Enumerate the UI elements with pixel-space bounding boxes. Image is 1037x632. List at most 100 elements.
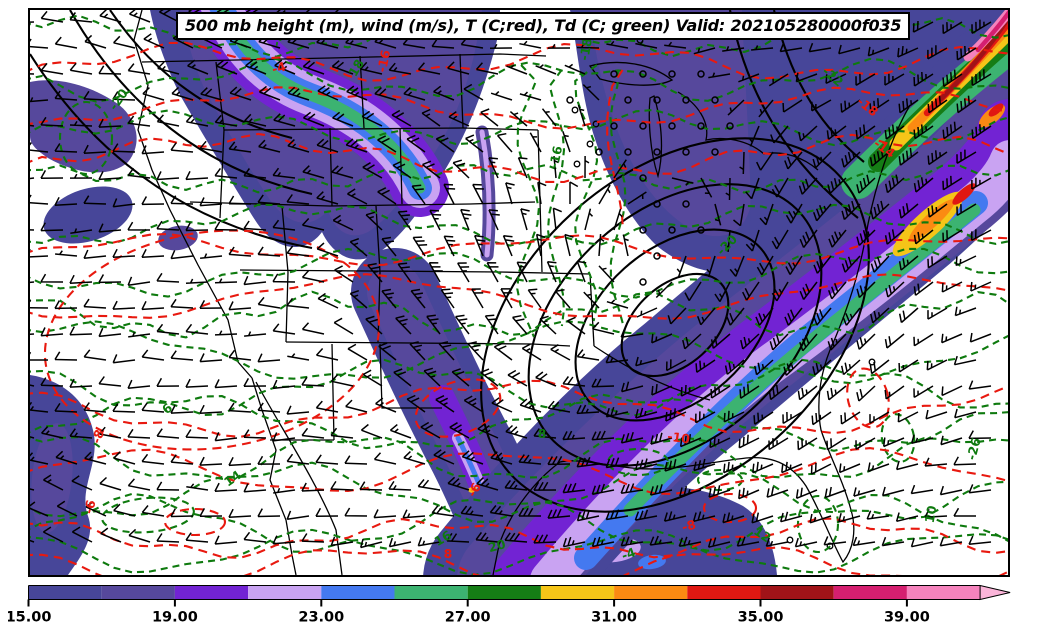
wind-barb bbox=[127, 167, 151, 179]
wind-barb bbox=[214, 432, 238, 442]
wind-barb bbox=[649, 484, 673, 496]
wind-barb bbox=[392, 160, 412, 179]
wind-barb bbox=[272, 323, 296, 335]
wind-barb bbox=[406, 134, 426, 153]
dewpoint-contour bbox=[696, 468, 744, 492]
height-contour bbox=[69, 10, 313, 196]
wind-barb bbox=[112, 403, 136, 413]
wind-barb bbox=[333, 317, 354, 335]
wind-barb bbox=[562, 430, 586, 441]
wind-barb bbox=[533, 534, 557, 544]
temperature-contour-layer bbox=[30, 41, 1008, 575]
wind-barb bbox=[827, 333, 847, 351]
wind-barb bbox=[214, 379, 238, 389]
wind-barb bbox=[924, 508, 948, 519]
wind-speed-fill bbox=[470, 488, 476, 492]
wind-barb bbox=[738, 434, 760, 449]
wind-barb bbox=[841, 151, 861, 168]
wind-barb bbox=[635, 40, 658, 49]
wind-barb bbox=[620, 328, 644, 338]
wind-barb bbox=[30, 488, 35, 491]
wind-barb bbox=[345, 399, 368, 413]
temperature-contour bbox=[30, 379, 1008, 438]
wind-barb bbox=[362, 162, 383, 179]
wind-barb bbox=[539, 315, 557, 335]
wind-barb bbox=[591, 378, 615, 388]
wind-barb bbox=[745, 229, 760, 252]
wind-barb bbox=[798, 177, 818, 195]
wind-barb bbox=[476, 477, 499, 491]
wind-barb bbox=[367, 262, 383, 283]
calm-circle bbox=[639, 226, 647, 234]
wind-barb bbox=[519, 398, 542, 413]
wind-barb bbox=[799, 229, 818, 248]
dewpoint-contour bbox=[58, 100, 114, 176]
colorbar-segment bbox=[833, 585, 907, 600]
wind-barb bbox=[797, 385, 818, 401]
wind-barb bbox=[395, 315, 412, 335]
wind-barb bbox=[679, 486, 702, 497]
wind-barb bbox=[272, 167, 296, 179]
wind-barb bbox=[359, 481, 383, 491]
colorbar-segment bbox=[28, 585, 102, 600]
wind-barb bbox=[745, 177, 760, 200]
wind-barb bbox=[684, 281, 702, 302]
wind-barb bbox=[838, 44, 861, 55]
wind-barb bbox=[345, 138, 368, 153]
calm-circle bbox=[653, 96, 661, 104]
wind-barb bbox=[472, 183, 484, 205]
wind-barb bbox=[199, 456, 223, 466]
wind-barb bbox=[98, 223, 122, 233]
wind-barb bbox=[927, 203, 948, 218]
wind-barb bbox=[315, 400, 339, 413]
contour-label: 8 bbox=[538, 426, 547, 441]
wind-barb bbox=[942, 175, 963, 191]
wind-barb bbox=[30, 38, 49, 49]
wind-barb bbox=[520, 208, 530, 231]
wind-barb bbox=[185, 170, 209, 181]
wind-barb bbox=[725, 177, 731, 201]
wind-barb bbox=[533, 481, 557, 491]
wind-barb bbox=[898, 203, 919, 219]
wind-barb bbox=[866, 510, 890, 520]
wind-barb bbox=[856, 333, 876, 350]
wind-barb bbox=[898, 359, 919, 373]
wind-barb bbox=[956, 45, 977, 61]
wind-barb bbox=[243, 168, 267, 179]
wind-barb bbox=[440, 288, 455, 309]
wind-barb bbox=[939, 537, 963, 547]
wind-barb bbox=[381, 236, 397, 257]
calm-circle bbox=[697, 226, 705, 234]
wind-barb bbox=[433, 449, 455, 465]
height-contour bbox=[574, 228, 776, 422]
wind-barb bbox=[842, 307, 861, 326]
dewpoint-contour bbox=[30, 290, 1008, 339]
wind-barb bbox=[913, 385, 934, 399]
wind-barb bbox=[895, 460, 919, 471]
wind-barb bbox=[506, 64, 528, 75]
wind-barb bbox=[71, 526, 93, 543]
wind-barb bbox=[274, 59, 296, 75]
wind-barb bbox=[377, 187, 397, 205]
wind-barb bbox=[475, 62, 499, 75]
wind-barb bbox=[170, 454, 194, 465]
wind-barb bbox=[315, 507, 339, 517]
wind-barb bbox=[69, 274, 93, 284]
wind-barb bbox=[636, 307, 658, 318]
wind-barb bbox=[724, 229, 731, 252]
wind-barb bbox=[257, 194, 281, 205]
wind-barb bbox=[243, 275, 267, 286]
wind-barb bbox=[518, 454, 542, 465]
calm-circle bbox=[595, 148, 603, 156]
wind-barb bbox=[591, 430, 615, 441]
wind-barb bbox=[344, 507, 368, 517]
wind-barb bbox=[910, 537, 934, 548]
wind-barb bbox=[199, 508, 223, 517]
calm-circle bbox=[711, 96, 719, 104]
wind-barb bbox=[83, 402, 107, 413]
wind-barb bbox=[346, 85, 368, 101]
wind-barb bbox=[500, 288, 513, 309]
wind-barb bbox=[768, 437, 789, 451]
wind-barb bbox=[738, 487, 760, 500]
wind-barb bbox=[785, 255, 803, 275]
